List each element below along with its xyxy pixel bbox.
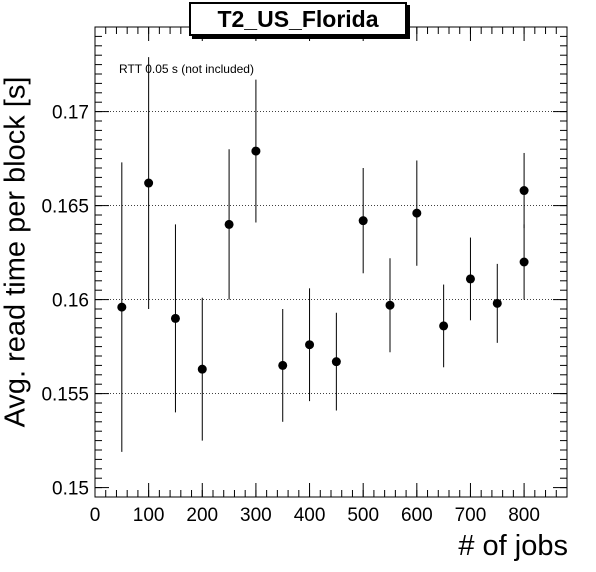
x-tick-label: 0 bbox=[90, 505, 101, 526]
data-point bbox=[519, 186, 529, 196]
y-axis-label: Avg. read time per block [s] bbox=[0, 76, 32, 428]
y-tick-label: 0.165 bbox=[41, 197, 89, 218]
axes: 0.15 0.155 0.16 0.165 0.17 0 100 200 300 400 500 60… bbox=[41, 26, 568, 526]
data-point bbox=[305, 340, 315, 350]
data-point bbox=[251, 146, 261, 156]
data-point bbox=[278, 360, 288, 370]
chart-annotation: RTT 0.05 s (not included) bbox=[119, 62, 254, 76]
data-point bbox=[492, 298, 502, 308]
x-tick-label: 100 bbox=[133, 505, 165, 526]
x-tick-label: 300 bbox=[240, 505, 272, 526]
x-tick-label: 500 bbox=[347, 505, 379, 526]
data-point bbox=[465, 274, 475, 284]
data-point bbox=[385, 300, 395, 310]
data-point bbox=[358, 216, 368, 226]
x-tick-label: 400 bbox=[294, 505, 326, 526]
x-tick-label: 200 bbox=[186, 505, 218, 526]
data-point bbox=[197, 364, 207, 374]
y-tick-label: 0.16 bbox=[52, 291, 89, 312]
y-tick-label: 0.17 bbox=[52, 103, 89, 124]
data-point bbox=[331, 357, 341, 367]
y-tick-label: 0.155 bbox=[41, 385, 89, 406]
data-points bbox=[117, 57, 529, 452]
y-tick-label: 0.15 bbox=[52, 479, 89, 500]
data-point bbox=[519, 257, 529, 267]
data-point bbox=[170, 313, 180, 323]
data-point bbox=[412, 208, 422, 218]
data-point bbox=[117, 302, 127, 312]
x-axis-label: # of jobs bbox=[458, 530, 568, 562]
grid-lines bbox=[95, 111, 567, 395]
x-tick-label: 600 bbox=[401, 505, 433, 526]
chart-title: T2_US_Florida bbox=[189, 2, 407, 36]
data-point bbox=[224, 219, 234, 229]
x-tick-label: 700 bbox=[455, 505, 487, 526]
plot-frame bbox=[94, 26, 568, 498]
data-point bbox=[439, 321, 449, 331]
data-point bbox=[144, 178, 154, 188]
x-tick-label: 800 bbox=[508, 505, 540, 526]
